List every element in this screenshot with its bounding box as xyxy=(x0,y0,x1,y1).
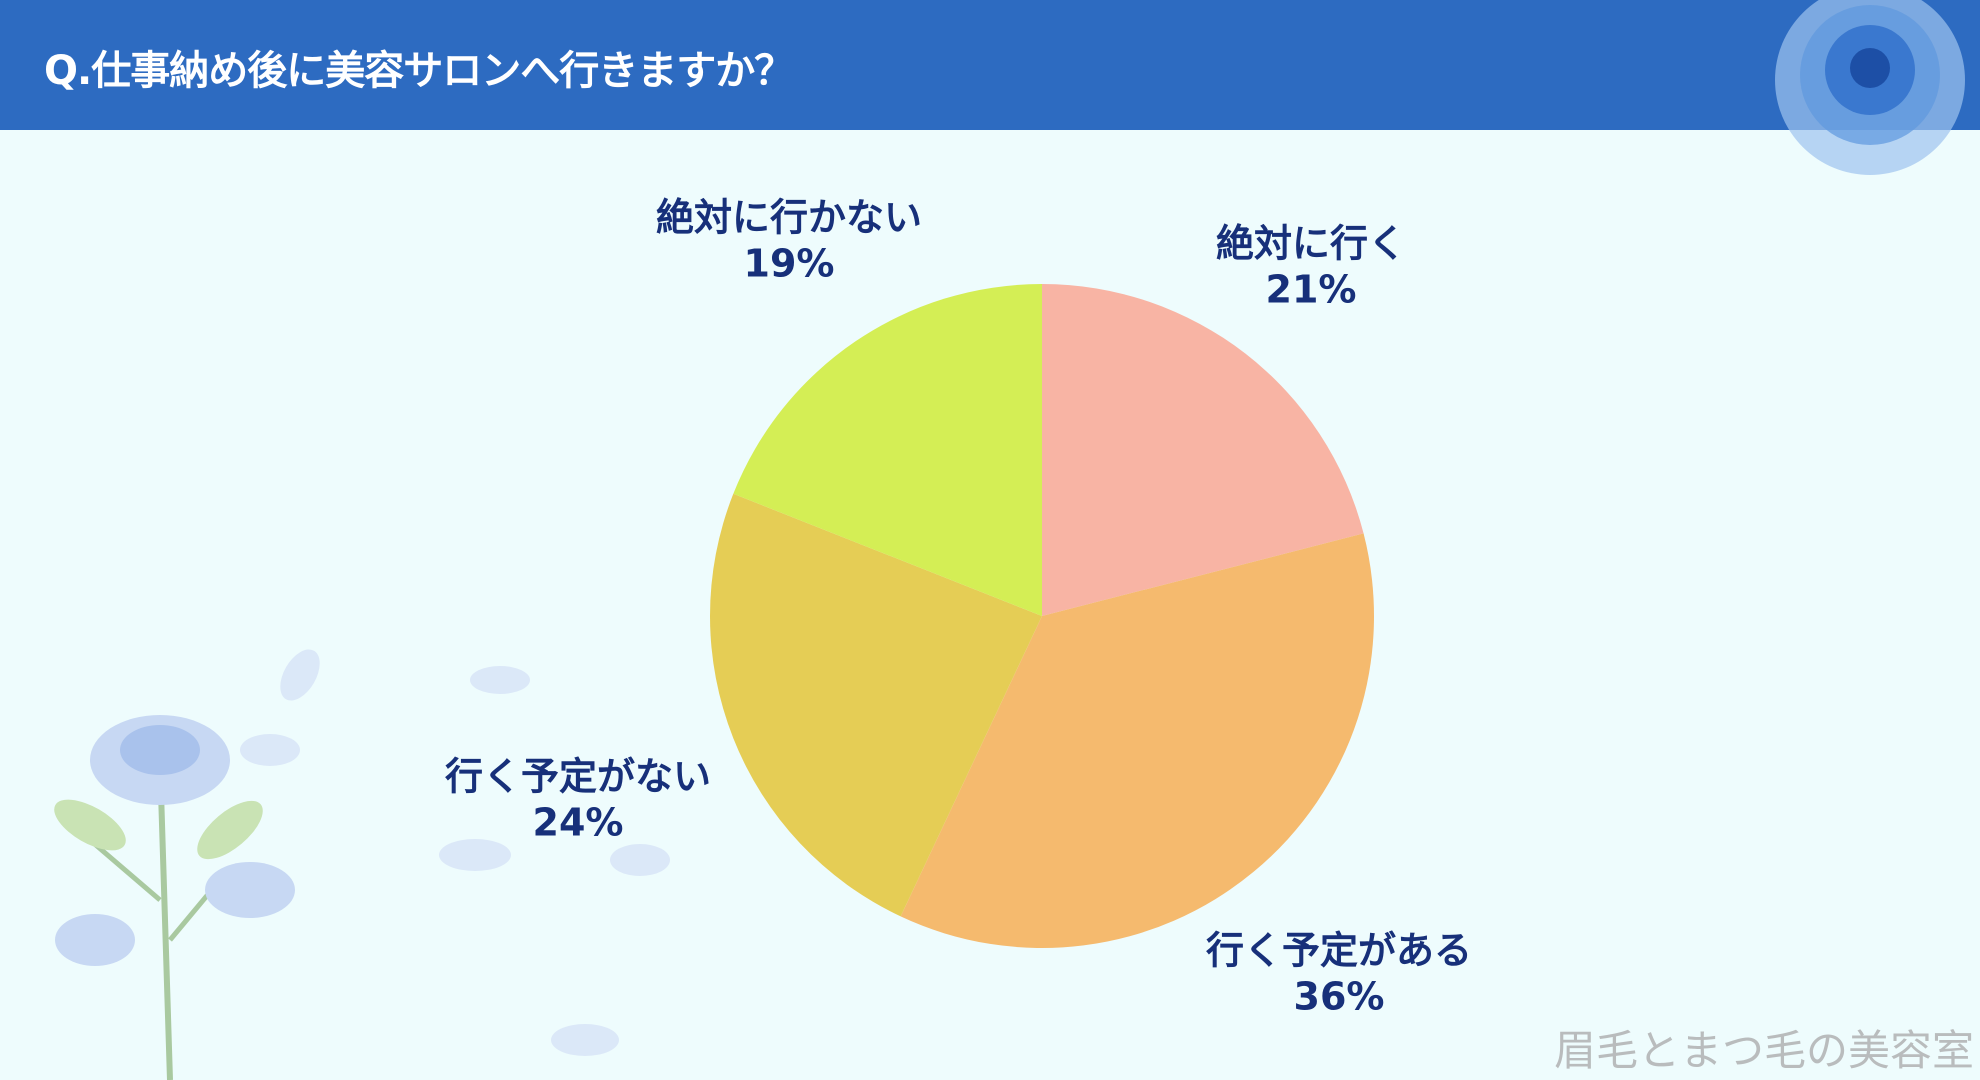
slice-label-0: 絶対に行く 21% xyxy=(1216,213,1406,312)
pie-slice-3 xyxy=(733,284,1042,616)
pie-slice-0 xyxy=(1042,284,1364,616)
header-bar: Q.仕事納め後に美容サロンへ行きますか？ xyxy=(0,0,1980,130)
category-label: 行く予定がない xyxy=(444,754,712,799)
category-label: 行く予定がある xyxy=(1205,928,1473,973)
slice-label-3: 絶対に行かない 19% xyxy=(656,187,922,286)
category-label: 絶対に行く xyxy=(1215,221,1407,266)
value-label: 21% xyxy=(1265,267,1357,312)
value-label: 19% xyxy=(743,241,835,286)
category-label: 絶対に行かない xyxy=(655,195,923,240)
blue-flowers-decoration-bottom-left xyxy=(54,649,320,1080)
value-label: 36% xyxy=(1293,974,1385,1019)
slice-label-1: 行く予定がある 36% xyxy=(1206,920,1472,1019)
page-title: Q.仕事納め後に美容サロンへ行きますか？ xyxy=(44,48,794,94)
pie-slice-1 xyxy=(900,533,1374,948)
blue-rose-decoration-top-right xyxy=(1775,0,1965,175)
watermark: 眉毛とまつ毛の美容室 xyxy=(1553,1026,1974,1075)
pie-slice-2 xyxy=(710,493,1042,917)
value-label: 24% xyxy=(532,800,624,845)
slice-label-2: 行く予定がない 24% xyxy=(445,746,711,845)
